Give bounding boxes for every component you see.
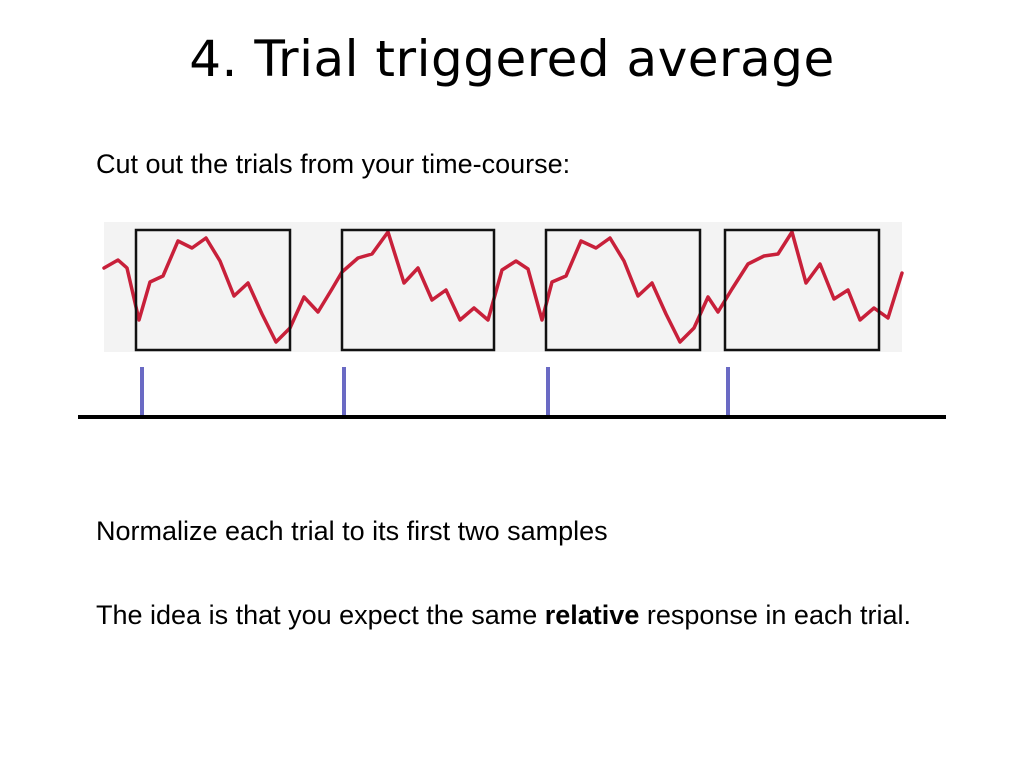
- intro-text: Cut out the trials from your time-course…: [96, 149, 571, 179]
- idea-text-start: The idea is that you expect the same: [96, 600, 545, 630]
- trial-window-3: [544, 228, 702, 352]
- idea-text-end: response in each trial.: [639, 600, 911, 630]
- trigger-markers: [140, 367, 730, 416]
- trial-windows: [134, 228, 881, 352]
- normalize-text: Normalize each trial to its first two sa…: [96, 516, 608, 546]
- trace-background: [104, 222, 902, 352]
- trial-window-2: [340, 228, 496, 352]
- idea-text-emphasis: relative: [544, 600, 640, 630]
- idea-text: The idea is that you expect the same rel…: [96, 595, 956, 635]
- signal-trace: [102, 230, 904, 344]
- trial-window-1: [134, 228, 292, 352]
- trial-window-4: [723, 228, 881, 352]
- slide-title: 4. Trial triggered average: [189, 30, 835, 88]
